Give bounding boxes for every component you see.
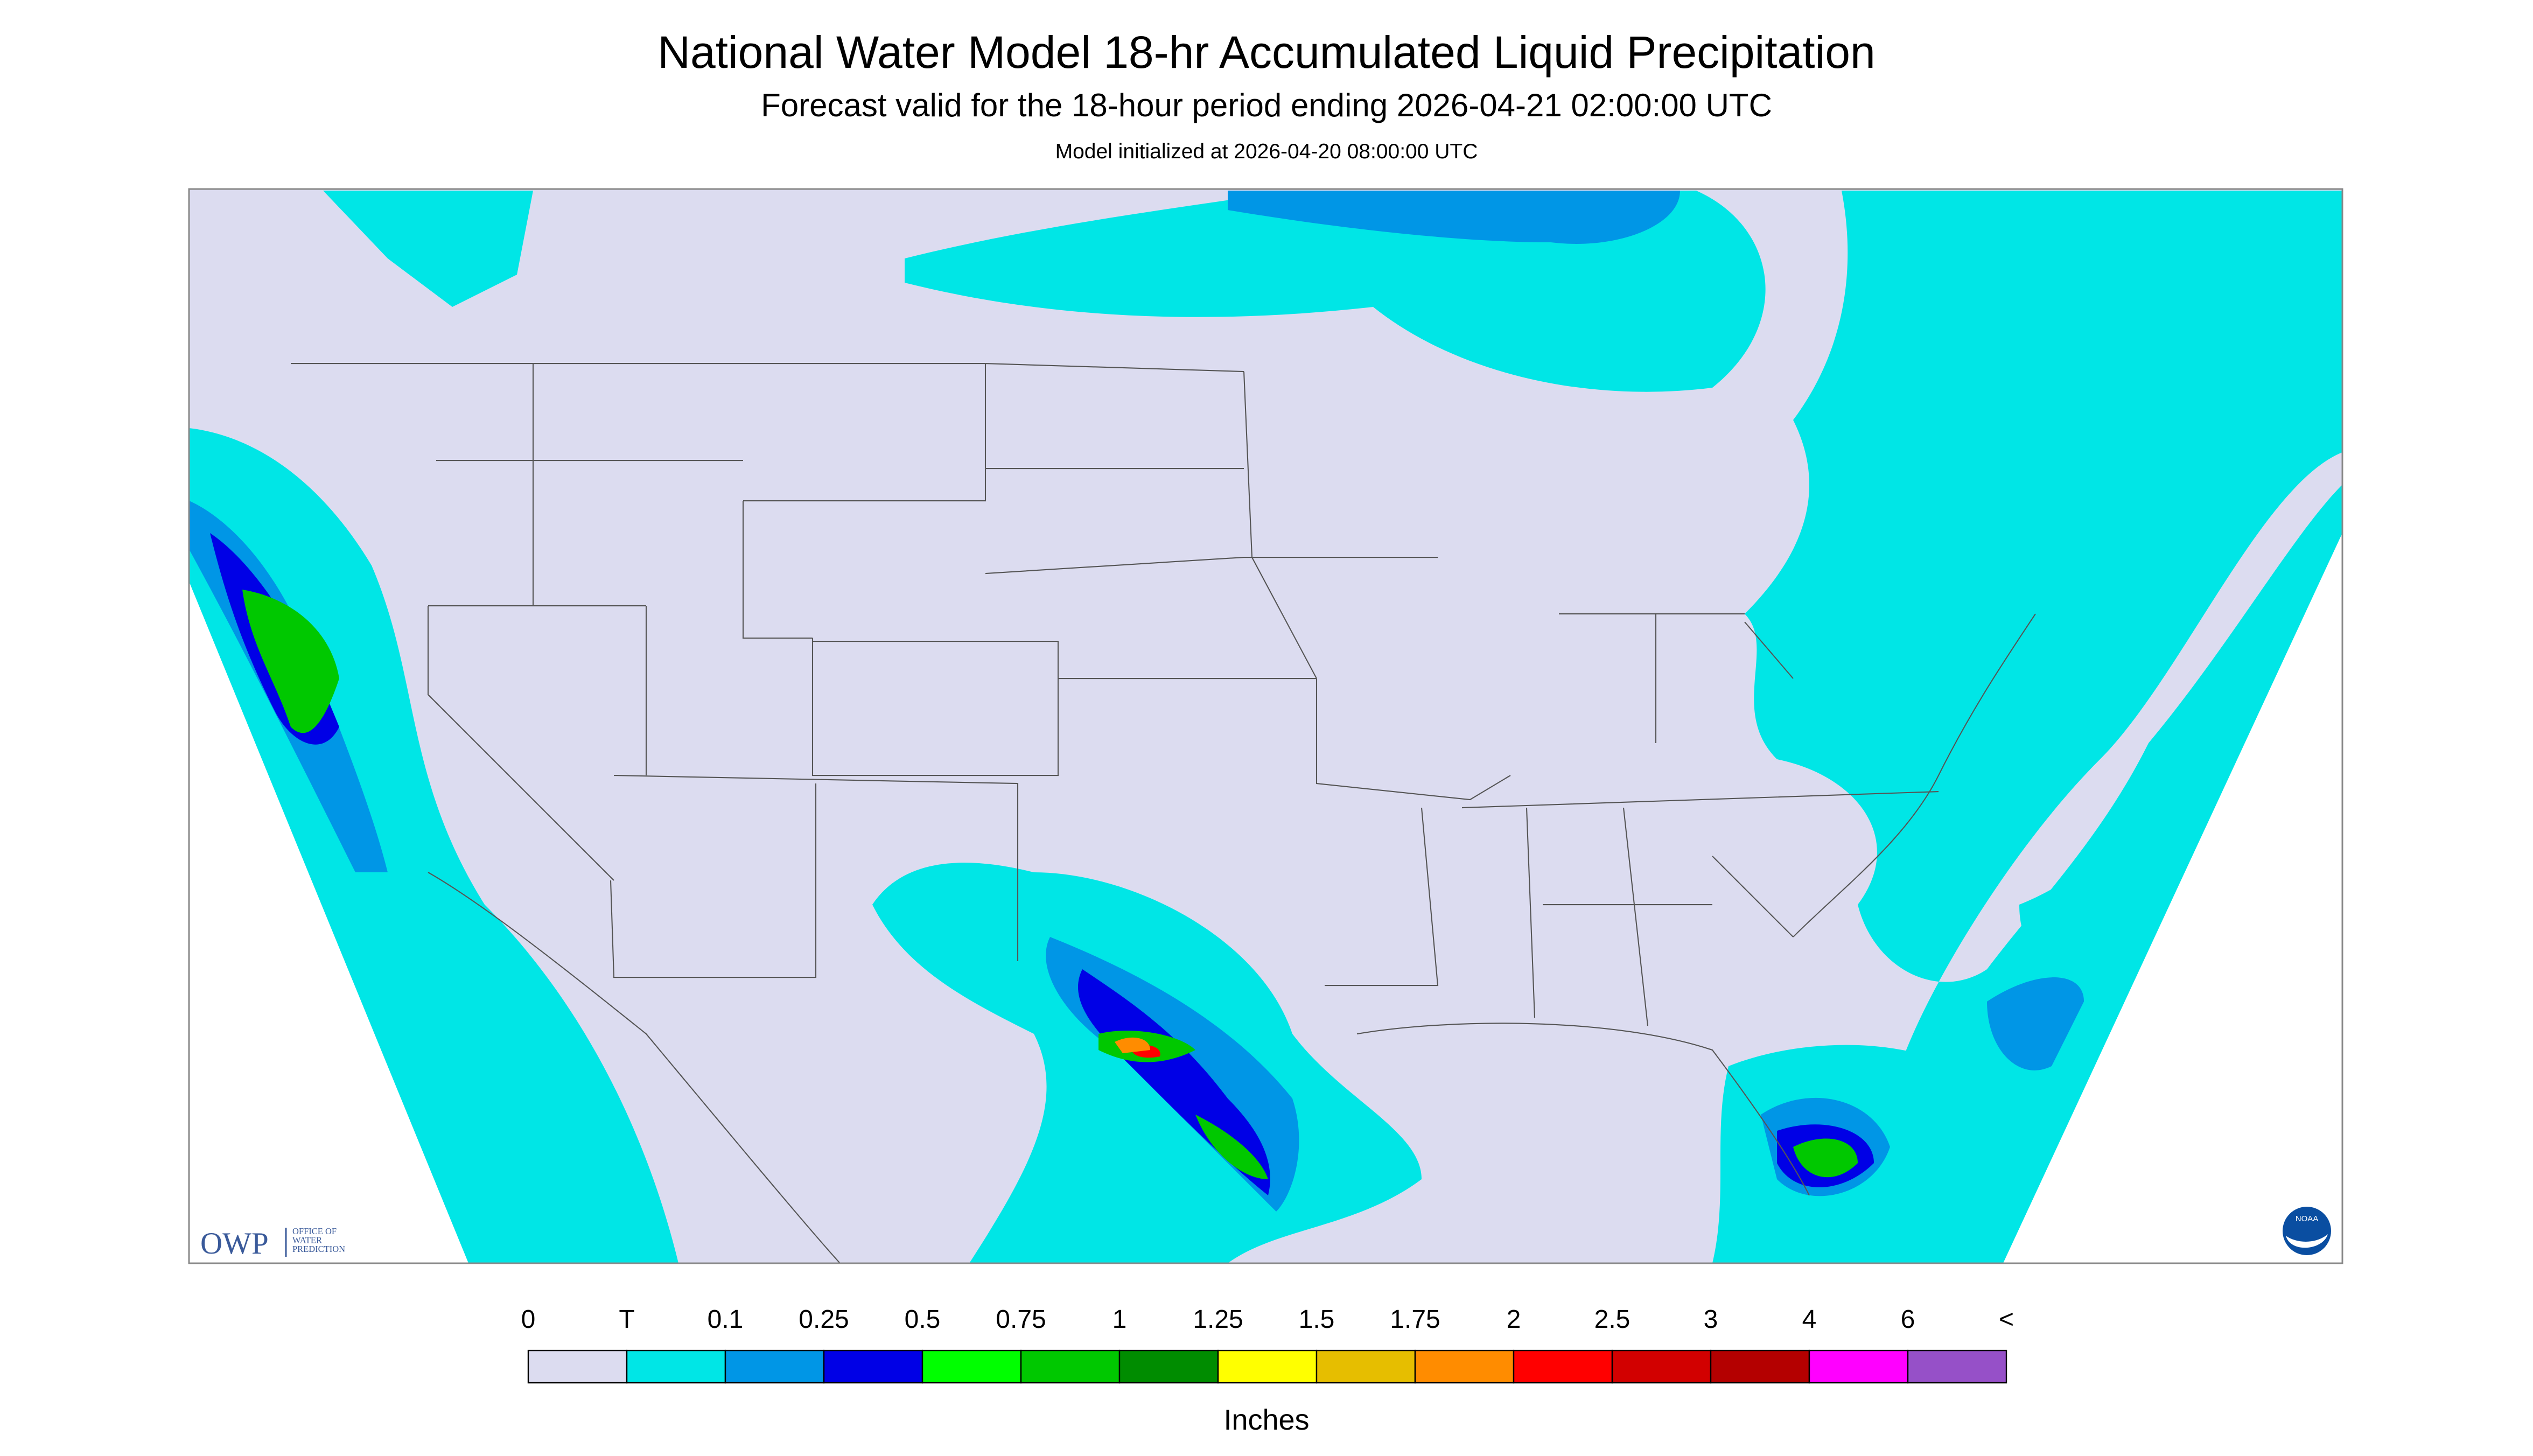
colorbar-label: 1.75 [1390, 1305, 1440, 1334]
colorbar-label: 1.5 [1299, 1305, 1335, 1334]
colorbar-label: 0.25 [799, 1305, 849, 1334]
colorbar-swatch [1020, 1349, 1121, 1384]
colorbar-label: T [619, 1305, 634, 1334]
colorbar-label: 0.75 [996, 1305, 1046, 1334]
colorbar-swatch [527, 1349, 628, 1384]
colorbar-label: 0.5 [905, 1305, 941, 1334]
colorbar-label: 0.1 [708, 1305, 744, 1334]
colorbar-label: 3 [1704, 1305, 1718, 1334]
colorbar-swatch [1907, 1349, 2007, 1384]
colorbar-label: 1 [1112, 1305, 1127, 1334]
map-outside [2003, 533, 2342, 1264]
colorbar-label: 0 [521, 1305, 536, 1334]
colorbar-unit: Inches [1223, 1404, 1309, 1436]
owp-text-line: WATER [292, 1235, 322, 1245]
colorbar-swatch [1118, 1349, 1219, 1384]
colorbar-swatch [1710, 1349, 1810, 1384]
colorbar-swatch [921, 1349, 1022, 1384]
colorbar: 0 T 0.1 0.25 0.5 0.75 1 1.25 1.5 1.75 2 2.5 3 4 6 < [521, 1305, 2014, 1384]
init-note: Model initialized at 2026-04-20 08:00:00… [1055, 140, 1478, 163]
precip-peak [1115, 1037, 1150, 1054]
colorbar-label: 4 [1802, 1305, 1817, 1334]
owp-text-line: PREDICTION [292, 1244, 345, 1254]
colorbar-swatch [626, 1349, 726, 1384]
colorbar-swatch [1414, 1349, 1515, 1384]
colorbar-swatch [823, 1349, 923, 1384]
noaa-logo-wave [2286, 1234, 2328, 1248]
colorbar-label: 1.25 [1193, 1305, 1243, 1334]
colorbar-swatch [1513, 1349, 1613, 1384]
colorbar-swatch [1316, 1349, 1416, 1384]
owp-logo: OWP [200, 1227, 269, 1261]
map-outside [189, 582, 468, 1264]
colorbar-label: < [1999, 1305, 2014, 1334]
colorbar-swatch [1808, 1349, 1909, 1384]
colorbar-swatch [724, 1349, 825, 1384]
colorbar-label: 2 [1507, 1305, 1521, 1334]
colorbar-label: 6 [1901, 1305, 1915, 1334]
subtitle: Forecast valid for the 18-hour period en… [761, 87, 1772, 123]
owp-text-line: OFFICE OF [292, 1226, 337, 1236]
state-borders [291, 363, 2036, 1264]
precip-green [242, 590, 1858, 1180]
map-frame [188, 188, 2343, 1264]
colorbar-label: 2.5 [1594, 1305, 1631, 1334]
noaa-label: NOAA [2296, 1214, 2319, 1223]
colorbar-swatch [1611, 1349, 1712, 1384]
title: National Water Model 18-hr Accumulated L… [657, 27, 1875, 78]
colorbar-swatch [1217, 1349, 1318, 1384]
